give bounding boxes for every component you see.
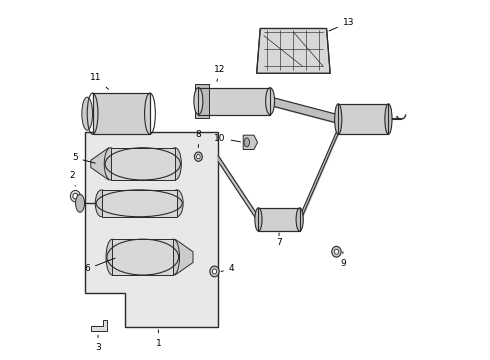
Text: 1: 1: [155, 330, 161, 347]
Ellipse shape: [244, 138, 249, 147]
Bar: [338, 104, 389, 134]
Bar: [338, 104, 389, 134]
Ellipse shape: [73, 193, 78, 199]
Text: 11: 11: [91, 73, 108, 89]
Ellipse shape: [296, 208, 303, 231]
Ellipse shape: [95, 190, 108, 217]
Ellipse shape: [196, 154, 200, 159]
Polygon shape: [91, 148, 109, 180]
Polygon shape: [85, 132, 218, 327]
Ellipse shape: [195, 152, 202, 161]
Ellipse shape: [167, 239, 179, 275]
Text: 13: 13: [329, 18, 354, 31]
Ellipse shape: [335, 104, 342, 134]
Bar: [112, 239, 173, 275]
Text: 8: 8: [196, 130, 201, 148]
Ellipse shape: [104, 148, 117, 180]
Text: 7: 7: [276, 233, 282, 247]
Bar: [198, 87, 270, 114]
Bar: [93, 93, 150, 134]
Bar: [101, 190, 177, 217]
Ellipse shape: [334, 249, 339, 254]
Text: 12: 12: [214, 64, 225, 81]
Ellipse shape: [106, 239, 119, 275]
Polygon shape: [91, 320, 107, 330]
Ellipse shape: [385, 104, 392, 134]
Ellipse shape: [169, 148, 181, 180]
Bar: [93, 93, 150, 134]
Ellipse shape: [82, 97, 93, 130]
Text: 9: 9: [340, 252, 346, 268]
Text: 2: 2: [69, 171, 75, 186]
Text: 6: 6: [84, 258, 115, 274]
Ellipse shape: [171, 190, 183, 217]
Text: 3: 3: [95, 335, 101, 352]
Polygon shape: [243, 135, 258, 149]
Bar: [198, 87, 270, 114]
Bar: [258, 208, 300, 231]
Ellipse shape: [75, 194, 84, 212]
Text: 10: 10: [214, 134, 241, 143]
Ellipse shape: [266, 87, 274, 114]
Bar: [258, 208, 300, 231]
Bar: [111, 148, 175, 180]
Polygon shape: [175, 239, 193, 275]
Ellipse shape: [255, 208, 262, 231]
Ellipse shape: [194, 87, 203, 114]
Ellipse shape: [210, 266, 219, 277]
Polygon shape: [257, 28, 330, 73]
Text: 5: 5: [72, 153, 95, 163]
Ellipse shape: [332, 246, 341, 257]
Polygon shape: [195, 84, 209, 118]
Ellipse shape: [212, 269, 217, 274]
Ellipse shape: [71, 190, 80, 202]
Text: 4: 4: [221, 265, 235, 274]
